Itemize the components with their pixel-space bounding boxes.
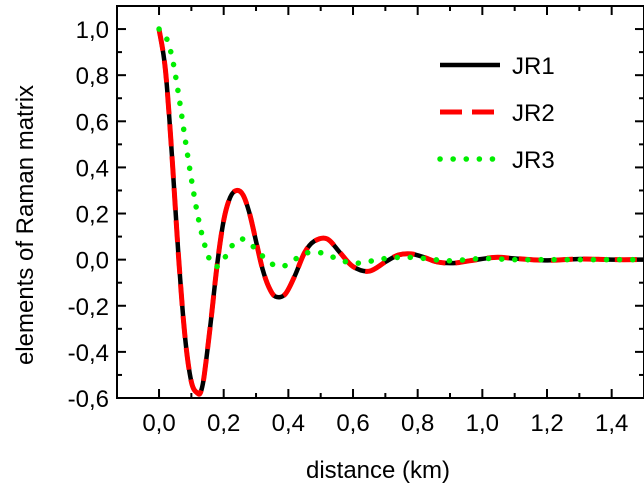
series-layer <box>156 26 644 397</box>
legend: JR1 JR2 JR3 <box>437 53 555 174</box>
y-tick-label: 1,0 <box>76 17 109 44</box>
x-tick-label: 1,4 <box>595 410 628 437</box>
x-tick-label: 0,0 <box>142 410 175 437</box>
legend-label: JR1 <box>512 53 555 80</box>
series-line-jr2 <box>156 28 644 397</box>
x-tick-label: 0,8 <box>401 410 434 437</box>
series-line-jr1 <box>156 28 644 397</box>
series-line-jr3 <box>156 26 644 270</box>
x-axis-ticks: 0,0 0,2 0,4 0,6 0,8 1,0 1,2 1,4 <box>142 6 628 437</box>
legend-label: JR3 <box>512 147 555 174</box>
plot-frame <box>116 5 644 399</box>
y-tick-label: -0,2 <box>68 294 109 321</box>
y-axis-ticks: -0,6 -0,4 -0,2 0,0 0,2 0,4 0,6 0,8 1,0 <box>68 17 644 413</box>
x-axis-label: distance (km) <box>306 457 450 484</box>
y-tick-label: 0,6 <box>76 109 109 136</box>
y-tick-label: 0,8 <box>76 63 109 90</box>
x-tick-label: 1,2 <box>530 410 563 437</box>
y-tick-label: 0,0 <box>76 248 109 275</box>
x-tick-label: 1,0 <box>466 410 499 437</box>
y-axis-label: elements of Raman matrix <box>12 85 39 365</box>
x-tick-label: 0,6 <box>336 410 369 437</box>
legend-label: JR2 <box>512 100 555 127</box>
y-tick-label: -0,6 <box>68 386 109 413</box>
y-tick-label: 0,4 <box>76 155 109 182</box>
y-tick-label: 0,2 <box>76 202 109 229</box>
y-tick-label: -0,4 <box>68 340 109 367</box>
x-tick-label: 0,4 <box>272 410 305 437</box>
x-tick-label: 0,2 <box>207 410 240 437</box>
